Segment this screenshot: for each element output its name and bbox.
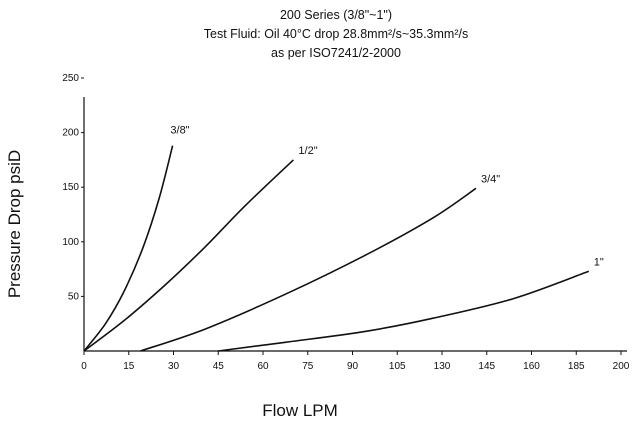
series-label: 1" [594, 256, 604, 268]
chart-title: 200 Series (3/8"~1") [280, 8, 392, 22]
series-line-3 [218, 270, 590, 352]
x-tick-label: 30 [168, 361, 180, 372]
x-tick-label: 105 [389, 361, 406, 372]
y-tick-label: 250 [62, 73, 79, 84]
y-tick-label: 50 [68, 291, 80, 302]
series-label: 3/4" [481, 173, 500, 185]
x-tick-label: 185 [568, 361, 585, 372]
x-ticks: 0 15 30 45 60 75 90 105 130 145 160 185 200 [81, 351, 630, 372]
axes [83, 97, 627, 352]
x-tick-label: 90 [347, 361, 359, 372]
x-tick-label: 45 [213, 361, 225, 372]
y-ticks: 50 100 150 200 250 [62, 73, 84, 302]
chart-subtitle-line1: Test Fluid: Oil 40°C drop 28.8mm²/s~35.3… [204, 27, 468, 41]
series-line-1 [83, 159, 294, 352]
y-tick-label: 150 [62, 182, 79, 193]
x-tick-label: 15 [123, 361, 135, 372]
x-tick-label: 160 [523, 361, 540, 372]
x-tick-label: 60 [257, 361, 269, 372]
y-tick-label: 100 [62, 237, 79, 248]
series-line-2 [140, 187, 477, 352]
x-tick-label: 200 [613, 361, 630, 372]
series-layer: 3/8" 1/2" 3/4" 1" [83, 125, 604, 352]
chart-subtitle-line2: as per ISO7241/2-2000 [271, 46, 401, 60]
y-axis-title: Pressure Drop psiD [5, 150, 24, 298]
x-tick-label: 145 [478, 361, 495, 372]
x-tick-label: 75 [302, 361, 314, 372]
series-line-0 [83, 145, 174, 352]
x-tick-label: 0 [81, 361, 87, 372]
x-axis-title: Flow LPM [262, 401, 338, 420]
x-tick-label: 130 [434, 361, 451, 372]
y-tick-label: 200 [62, 128, 79, 139]
series-label: 3/8" [170, 125, 189, 137]
series-label: 1/2" [298, 145, 317, 157]
